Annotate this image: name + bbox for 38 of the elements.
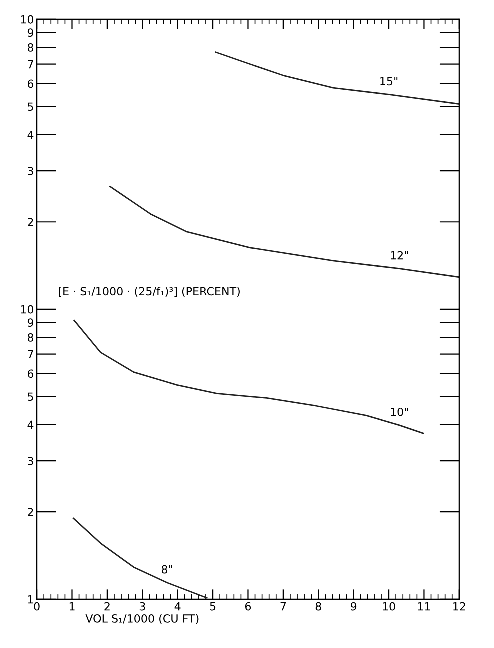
series-label: 12"	[391, 251, 408, 260]
x-tick-label: 1	[70, 602, 75, 611]
y-tick-label: 8	[28, 44, 34, 52]
y-tick-label: 10	[21, 15, 34, 24]
y-tick-label: 6	[28, 80, 34, 88]
series-label: 15"	[380, 77, 398, 86]
y-tick-label: 3	[28, 167, 34, 176]
y-tick-label: 7	[28, 60, 34, 69]
y-tick-label: 2	[28, 218, 34, 226]
x-tick-label: 8	[316, 602, 322, 611]
x-tick-label: 5	[210, 602, 216, 611]
series-label: 10"	[391, 408, 408, 416]
y-tick-label: 4	[28, 130, 34, 140]
y-tick-label: 10	[21, 305, 34, 314]
x-axis-title: VOL S₁/1000 (CU FT)	[86, 614, 199, 624]
y-tick-label: 5	[28, 392, 34, 402]
x-tick-label: 6	[245, 602, 252, 611]
x-tick-label: 0	[34, 602, 40, 611]
y-tick-label: 4	[28, 420, 34, 430]
x-tick-label: 12	[454, 602, 466, 611]
x-tick-label: 9	[350, 602, 357, 611]
x-tick-label: 2	[104, 602, 110, 611]
y-tick-label: 9	[28, 318, 34, 328]
y-axis-title: [E · S₁/1000 · (25/f₁)³] (PERCENT)	[59, 287, 240, 297]
y-tick-label: 1	[28, 596, 34, 604]
x-tick-label: 10	[383, 602, 396, 611]
x-tick-label: 3	[140, 602, 146, 611]
y-tick-label: 8	[28, 333, 34, 342]
y-tick-label: 2	[28, 508, 34, 516]
x-tick-label: 11	[418, 602, 430, 611]
y-tick-label: 7	[28, 350, 34, 359]
series-label: 8"	[162, 565, 172, 574]
y-tick-label: 9	[28, 28, 34, 38]
y-tick-label: 5	[28, 102, 34, 112]
x-tick-label: 4	[174, 602, 181, 611]
y-tick-label: 6	[28, 370, 34, 378]
y-tick-label: 3	[28, 457, 34, 466]
x-tick-label: 7	[280, 602, 286, 611]
